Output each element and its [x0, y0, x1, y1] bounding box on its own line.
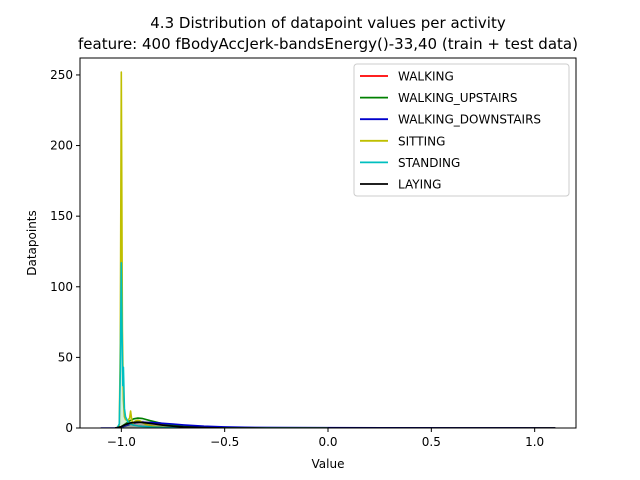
x-tick-label: −1.0 [107, 435, 136, 449]
y-tick-label: 250 [50, 68, 73, 82]
chart-title-line1: 4.3 Distribution of datapoint values per… [150, 14, 506, 32]
y-tick-label: 200 [50, 139, 73, 153]
x-tick-label: 0.0 [318, 435, 337, 449]
y-tick-label: 100 [50, 280, 73, 294]
legend-label: WALKING_UPSTAIRS [398, 91, 518, 105]
legend-label: WALKING_DOWNSTAIRS [398, 113, 541, 127]
x-tick-label: 1.0 [525, 435, 544, 449]
legend: WALKING WALKING_UPSTAIRS WALKING_DOWNSTAIR… [353, 63, 570, 197]
chart-title-line2: feature: 400 fBodyAccJerk-bandsEnergy()-… [78, 35, 578, 53]
x-tick-label: 0.5 [422, 435, 441, 449]
series-fill-laying [115, 422, 556, 428]
legend-label: STANDING [398, 156, 460, 170]
x-tick-label: −0.5 [210, 435, 239, 449]
y-axis-ticks: 0 50 100 150 200 250 [50, 68, 80, 435]
series-line-standing [116, 261, 329, 428]
y-tick-label: 50 [58, 350, 73, 364]
legend-label: SITTING [398, 134, 445, 148]
y-axis-label: Datapoints [25, 210, 39, 276]
legend-box [353, 63, 570, 197]
legend-label: LAYING [398, 178, 441, 192]
legend-label: WALKING [398, 70, 454, 84]
x-axis-label: Value [312, 457, 345, 471]
y-tick-label: 150 [50, 209, 73, 223]
y-tick-label: 0 [65, 421, 73, 435]
x-axis-ticks: −1.0 −0.5 0.0 0.5 1.0 [107, 428, 544, 449]
